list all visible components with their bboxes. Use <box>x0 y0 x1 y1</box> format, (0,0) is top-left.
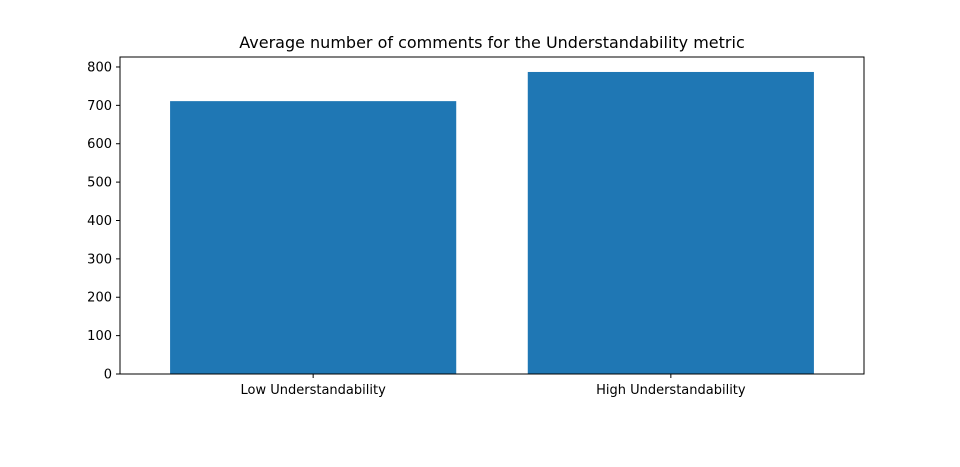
bars-group <box>170 71 814 374</box>
bar-1 <box>170 101 457 374</box>
y-tick-label: 700 <box>87 99 112 114</box>
x-tick-label: High Understandability <box>596 383 746 398</box>
y-tick-label: 100 <box>87 329 112 344</box>
y-tick-label: 0 <box>104 368 112 383</box>
y-axis: 0 100 200 300 400 500 600 700 800 <box>87 60 120 383</box>
plot-area-frame <box>119 56 865 375</box>
bar-2 <box>527 71 814 374</box>
y-tick-label: 300 <box>87 252 112 267</box>
chart-title: Average number of comments for the Under… <box>239 33 744 52</box>
y-tick-label: 500 <box>87 176 112 191</box>
x-axis: Low Understandability High Understandabil… <box>241 374 746 398</box>
y-tick-label: 400 <box>87 214 112 229</box>
y-tick-label: 200 <box>87 291 112 306</box>
x-tick-label: Low Understandability <box>241 383 387 398</box>
y-tick-label: 600 <box>87 137 112 152</box>
y-tick-label: 800 <box>87 60 112 75</box>
